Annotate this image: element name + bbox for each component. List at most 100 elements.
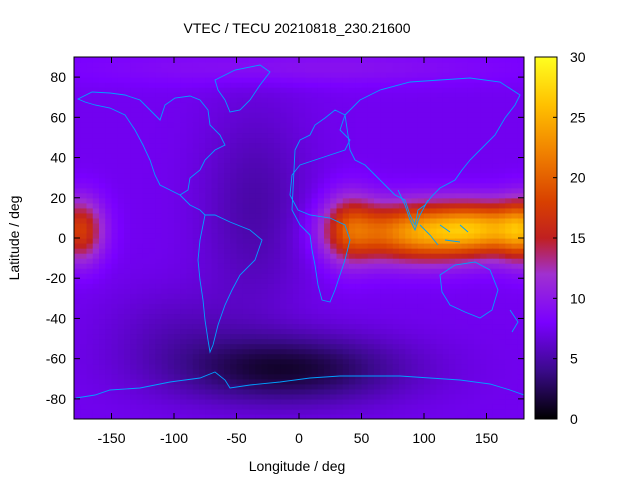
heatmap-cell: [199, 77, 206, 83]
heatmap-cell: [299, 238, 306, 244]
heatmap-cell: [280, 172, 288, 179]
heatmap-cell: [261, 333, 269, 340]
heatmap-cell: [361, 147, 369, 154]
heatmap-cell: [467, 207, 475, 214]
heatmap-cell: [142, 313, 150, 320]
heatmap-cell: [242, 157, 250, 164]
heatmap-cell: [142, 152, 150, 159]
heatmap-cell: [111, 62, 119, 68]
heatmap-cell: [492, 102, 500, 108]
heatmap-cell: [411, 378, 419, 385]
heatmap-cell: [149, 117, 156, 123]
heatmap-cell: [174, 338, 181, 345]
heatmap-cell: [367, 403, 375, 410]
heatmap-cell: [161, 358, 169, 365]
heatmap-cell: [467, 62, 475, 68]
heatmap-cell: [224, 338, 231, 345]
heatmap-cell: [311, 187, 319, 194]
heatmap-cell: [167, 127, 175, 134]
heatmap-cell: [374, 142, 381, 149]
heatmap-cell: [242, 333, 250, 340]
heatmap-cell: [386, 62, 394, 68]
heatmap-cell: [405, 248, 413, 254]
heatmap-cell: [161, 197, 169, 204]
heatmap-cell: [130, 202, 138, 209]
heatmap-cell: [386, 227, 394, 234]
heatmap-cell: [117, 408, 125, 415]
heatmap-cell: [217, 57, 225, 63]
heatmap-cell: [92, 152, 100, 159]
heatmap-cell: [399, 368, 406, 375]
heatmap-cell: [186, 253, 194, 259]
heatmap-cell: [117, 358, 125, 365]
heatmap-cell: [130, 258, 138, 264]
heatmap-cell: [130, 323, 138, 330]
heatmap-cell: [186, 343, 194, 350]
heatmap-cell: [367, 197, 375, 204]
heatmap-cell: [286, 373, 294, 380]
heatmap-cell: [261, 408, 269, 415]
heatmap-cell: [205, 303, 213, 309]
heatmap-cell: [499, 197, 506, 204]
heatmap-cell: [367, 263, 375, 269]
heatmap-cell: [442, 338, 450, 345]
heatmap-cell: [292, 328, 300, 335]
heatmap-cell: [430, 112, 438, 118]
heatmap-cell: [299, 313, 306, 320]
heatmap-cell: [224, 72, 231, 78]
heatmap-cell: [355, 72, 363, 78]
heatmap-cell: [86, 162, 94, 169]
heatmap-cell: [442, 192, 450, 199]
heatmap-cell: [130, 57, 138, 63]
heatmap-cell: [236, 338, 244, 345]
heatmap-cell: [342, 197, 350, 204]
heatmap-cell: [430, 303, 438, 309]
heatmap-cell: [486, 328, 494, 335]
heatmap-cell: [424, 358, 431, 365]
heatmap-cell: [205, 182, 213, 189]
heatmap-cell: [149, 82, 156, 88]
heatmap-cell: [392, 167, 400, 174]
heatmap-cell: [205, 97, 213, 103]
heatmap-cell: [186, 212, 194, 219]
heatmap-cell: [386, 363, 394, 370]
heatmap-cell: [217, 147, 225, 154]
heatmap-cell: [230, 132, 238, 139]
heatmap-cell: [267, 197, 275, 204]
heatmap-cell: [267, 147, 275, 154]
heatmap-cell: [436, 383, 444, 390]
heatmap-cell: [117, 177, 125, 184]
heatmap-cell: [130, 222, 138, 229]
heatmap-cell: [305, 212, 313, 219]
heatmap-cell: [192, 313, 200, 320]
heatmap-cell: [342, 92, 350, 98]
heatmap-cell: [405, 383, 413, 390]
heatmap-cell: [474, 248, 481, 254]
heatmap-cell: [236, 97, 244, 103]
heatmap-cell: [424, 303, 431, 309]
heatmap-cell: [80, 97, 88, 103]
heatmap-cell: [261, 348, 269, 355]
heatmap-cell: [355, 157, 363, 164]
heatmap-cell: [424, 77, 431, 83]
heatmap-cell: [480, 222, 488, 229]
heatmap-cell: [411, 323, 419, 330]
heatmap-cell: [117, 117, 125, 123]
heatmap-cell: [117, 298, 125, 304]
heatmap-cell: [405, 87, 413, 93]
heatmap-cell: [161, 253, 169, 259]
heatmap-cell: [386, 333, 394, 340]
heatmap-cell: [374, 197, 381, 204]
heatmap-cell: [130, 333, 138, 340]
heatmap-cell: [374, 303, 381, 309]
heatmap-cell: [311, 217, 319, 224]
heatmap-cell: [255, 368, 263, 375]
heatmap-cell: [230, 313, 238, 320]
heatmap-cell: [436, 378, 444, 385]
heatmap-cell: [217, 102, 225, 108]
heatmap-cell: [174, 393, 181, 400]
heatmap-cell: [355, 323, 363, 330]
heatmap-cell: [280, 152, 288, 159]
heatmap-cell: [311, 253, 319, 259]
heatmap-cell: [86, 388, 94, 395]
